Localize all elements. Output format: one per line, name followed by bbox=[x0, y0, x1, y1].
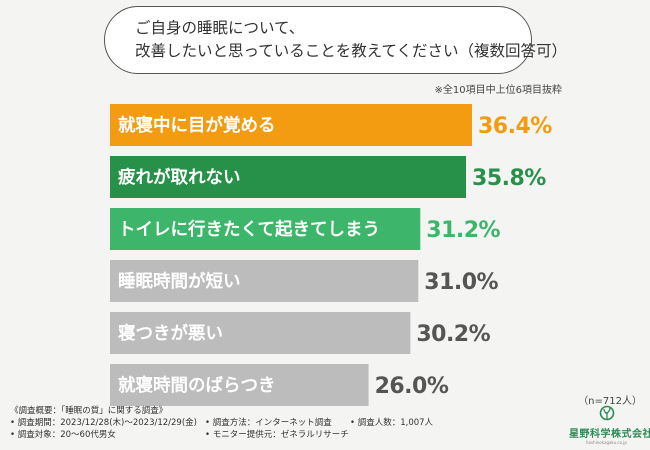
survey-title: 《調査概要：「睡眠の質」に関する調査》 bbox=[10, 406, 168, 416]
bar-label-5: 寝つきが悪い bbox=[118, 323, 223, 344]
bar-3 bbox=[110, 208, 421, 250]
value-label-5: 30.2% bbox=[416, 322, 490, 347]
question-bubble: ご自身の睡眠について、 改善したいと思っていることを教えてください（複数回答可） bbox=[104, 6, 567, 74]
company-logo: 星野科学株式会社 hoshinokagaku.co.jp bbox=[569, 405, 650, 445]
value-label-2: 35.8% bbox=[472, 166, 546, 191]
question-line-1: ご自身の睡眠について、 bbox=[135, 19, 305, 37]
bar-2 bbox=[110, 156, 467, 198]
bar-label-4: 睡眠時間が短い bbox=[118, 271, 241, 292]
survey-method: • 調査方法：インターネット調査 bbox=[205, 418, 332, 428]
logo-leaf-icon bbox=[599, 405, 614, 421]
bar-6 bbox=[110, 364, 369, 406]
survey-count: • 調査人数：1,007人 bbox=[350, 418, 434, 428]
bar-label-3: トイレに行きたくて起きてしまう bbox=[118, 219, 380, 240]
question-line-2: 改善したいと思っていることを教えてください（複数回答可） bbox=[135, 42, 567, 60]
bar-label-6: 就寝時間のばらつき bbox=[118, 375, 276, 396]
company-name: 星野科学株式会社 bbox=[569, 429, 650, 440]
survey-provider: • モニター提供元：ゼネラルリサーチ bbox=[205, 430, 349, 440]
company-domain: hoshinokagaku.co.jp bbox=[586, 440, 627, 445]
sample-size-label: （n=712人） bbox=[578, 396, 642, 407]
value-label-4: 31.0% bbox=[424, 270, 498, 295]
excerpt-note: ※全10項目中上位6項目抜粋 bbox=[434, 85, 562, 96]
bar-label-2: 疲れが取れない bbox=[118, 167, 241, 188]
value-label-6: 26.0% bbox=[375, 374, 449, 399]
bar-label-1: 就寝中に目が覚める bbox=[118, 115, 276, 136]
survey-target: • 調査対象：20〜60代男女 bbox=[10, 430, 116, 440]
bar-5 bbox=[110, 312, 411, 354]
value-label-1: 36.4% bbox=[478, 114, 552, 139]
bar-4 bbox=[110, 260, 419, 302]
value-label-3: 31.2% bbox=[426, 218, 500, 243]
survey-period: • 調査期間：2023/12/28(木)〜2023/12/29(金) bbox=[10, 418, 197, 428]
bar-1 bbox=[110, 104, 472, 146]
